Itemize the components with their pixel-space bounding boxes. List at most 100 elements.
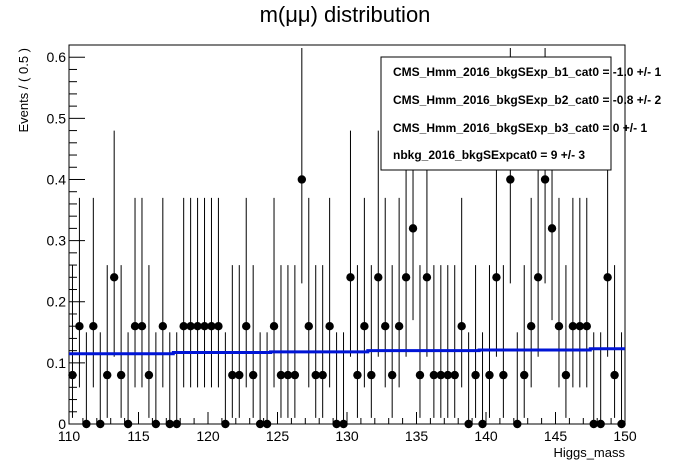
data-point (130, 197, 140, 388)
data-point (360, 197, 369, 388)
point-marker (179, 321, 188, 331)
y-axis: 0 0.1 0.2 0.3 0.4 0.5 0.6 (47, 49, 85, 432)
data-point (575, 197, 585, 388)
data-point (464, 332, 473, 429)
data-point (96, 332, 105, 429)
point-marker (290, 370, 300, 380)
background-fit-line (69, 347, 625, 356)
data-point (165, 332, 174, 429)
data-point (318, 265, 327, 418)
point-marker (422, 273, 432, 282)
point-marker (144, 370, 154, 380)
point-marker (596, 419, 605, 429)
point-marker (200, 321, 209, 331)
data-point (478, 332, 487, 429)
y-tick-label: 0.1 (47, 355, 67, 371)
data-point (82, 332, 91, 429)
data-point (332, 332, 341, 429)
data-point (346, 130, 355, 357)
point-marker (255, 419, 265, 429)
point-marker (457, 321, 466, 331)
x-tick-label: 110 (58, 428, 81, 444)
point-marker (276, 370, 286, 380)
data-point (144, 265, 154, 418)
legend-entry-nbkg: nbkg_2016_bkgSExpcat0 = 9 +/- 3 (393, 148, 585, 162)
point-marker (408, 224, 418, 233)
point-marker (450, 370, 459, 380)
point-marker (137, 321, 147, 331)
point-marker (603, 273, 612, 282)
legend-entry-b1: CMS_Hmm_2016_bkgSExp_b1_cat0 = -1.0 +/- … (393, 65, 661, 79)
point-marker (221, 419, 230, 429)
point-marker (311, 370, 320, 380)
data-point (610, 265, 619, 418)
x-tick-label: 140 (474, 428, 498, 444)
point-marker (401, 273, 411, 282)
data-point (235, 265, 244, 418)
legend-entry-b2: CMS_Hmm_2016_bkgSExp_b2_cat0 = -0.8 +/- … (393, 93, 661, 107)
x-tick-label: 145 (544, 428, 568, 444)
point-marker (207, 321, 216, 331)
data-point (179, 197, 188, 388)
point-marker (374, 273, 383, 282)
data-point (589, 332, 598, 429)
point-marker (478, 419, 487, 429)
data-point (75, 197, 84, 388)
data-point (172, 332, 181, 429)
x-tick-label: 150 (613, 428, 637, 444)
point-marker (123, 419, 133, 429)
x-axis: 110 115 120 125 130 135 140 145 150 (58, 412, 637, 444)
point-marker (75, 321, 84, 331)
point-marker (96, 419, 105, 429)
point-marker (228, 370, 237, 380)
x-axis-label: Higgs_mass (553, 445, 625, 460)
data-point (137, 197, 147, 388)
point-marker (506, 175, 515, 184)
point-marker (471, 370, 480, 380)
chart-title: m(μμ) distribution (260, 2, 431, 27)
data-point (89, 197, 98, 388)
point-marker (214, 321, 223, 331)
data-point (255, 332, 265, 429)
point-marker (242, 321, 251, 331)
point-marker (367, 370, 376, 380)
data-point (248, 265, 258, 418)
point-marker (68, 370, 77, 380)
data-point (193, 197, 202, 388)
data-point (290, 265, 300, 418)
data-point (297, 48, 307, 284)
point-marker (429, 370, 439, 380)
data-point (471, 265, 480, 418)
point-marker (533, 273, 543, 282)
data-point (561, 265, 571, 418)
point-marker (151, 419, 161, 429)
data-point (513, 332, 522, 429)
point-marker (617, 419, 626, 429)
data-point (269, 197, 279, 388)
point-marker (554, 321, 564, 331)
point-marker (158, 321, 168, 331)
point-marker (568, 321, 578, 331)
y-tick-label: 0 (58, 416, 66, 432)
point-marker (82, 419, 91, 429)
point-marker (89, 321, 98, 331)
y-axis-label: Events / ( 0.5 ) (16, 48, 31, 133)
point-marker (332, 419, 341, 429)
point-marker (394, 321, 404, 331)
data-point (499, 265, 508, 418)
data-point (526, 197, 536, 388)
data-point (617, 332, 626, 429)
data-point (109, 130, 119, 357)
x-tick-label: 120 (196, 428, 220, 444)
point-marker (346, 273, 355, 282)
x-tick-label: 130 (335, 428, 359, 444)
data-point (228, 265, 237, 418)
y-tick-label: 0.2 (47, 294, 67, 310)
legend: CMS_Hmm_2016_bkgSExp_b1_cat0 = -1.0 +/- … (380, 56, 661, 171)
point-marker (103, 370, 112, 380)
point-marker (297, 175, 307, 184)
data-point (485, 265, 494, 418)
data-point (374, 130, 383, 357)
point-marker (436, 370, 446, 380)
data-point (68, 265, 77, 418)
